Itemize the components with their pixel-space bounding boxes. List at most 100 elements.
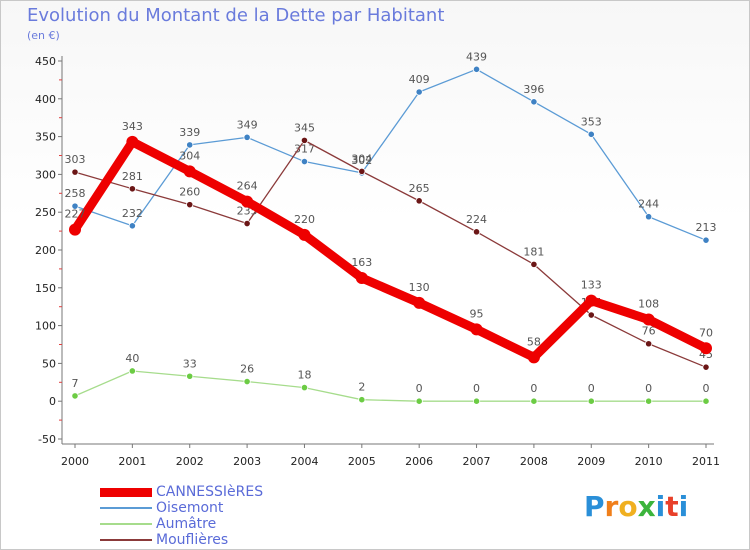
- data-label-aumtre: 0: [473, 382, 480, 395]
- data-point-mouflires: [702, 363, 710, 371]
- data-label-mouflires: 281: [122, 170, 143, 183]
- data-label-cannessires: 108: [638, 298, 659, 311]
- legend-label: Aumâtre: [156, 516, 217, 532]
- data-point-aumtre: [415, 397, 423, 405]
- data-label-oisemont: 353: [581, 115, 602, 128]
- data-point-cannessires: [183, 165, 196, 178]
- y-tick-label: 250: [35, 206, 56, 219]
- data-label-oisemont: 244: [638, 198, 659, 211]
- data-label-mouflires: 224: [466, 213, 487, 226]
- data-label-mouflires: 303: [65, 153, 86, 166]
- logo-letter: x: [637, 490, 656, 523]
- data-point-cannessires: [642, 313, 655, 326]
- data-point-aumtre: [300, 383, 309, 392]
- data-label-mouflires: 260: [179, 186, 200, 199]
- data-point-aumtre: [530, 397, 538, 405]
- x-tick-label: 2002: [176, 455, 204, 468]
- data-label-cannessires: 343: [122, 120, 143, 133]
- y-tick-label: 450: [35, 55, 56, 68]
- y-tick-label: 350: [35, 131, 56, 144]
- logo-letter: P: [584, 490, 605, 523]
- data-point-mouflires: [358, 167, 366, 175]
- series-line-oisemont: [74, 68, 707, 241]
- data-label-mouflires: 304: [351, 152, 372, 165]
- data-label-mouflires: 76: [642, 325, 656, 338]
- data-label-oisemont: 302: [351, 154, 372, 167]
- data-point-cannessires: [69, 223, 81, 236]
- data-point-aumtre: [702, 397, 710, 405]
- data-point-cannessires: [585, 294, 598, 307]
- legend-swatch: [100, 507, 152, 509]
- data-point-aumtre: [645, 397, 653, 405]
- data-label-cannessires: 264: [237, 180, 258, 193]
- data-point-cannessires: [126, 135, 139, 148]
- data-point-cannessires: [355, 271, 368, 284]
- data-point-mouflires: [415, 197, 423, 205]
- logo-letter: o: [618, 490, 638, 523]
- data-point-aumtre: [186, 372, 194, 380]
- data-point-aumtre: [587, 397, 595, 405]
- data-point-oisemont: [186, 141, 194, 149]
- y-tick-label: 400: [35, 93, 56, 106]
- data-label-cannessires: 163: [351, 256, 372, 269]
- y-tick-label: 50: [42, 357, 56, 370]
- y-tick-label: 150: [35, 282, 56, 295]
- y-tick-label: 100: [35, 320, 56, 333]
- data-label-oisemont: 409: [409, 73, 430, 86]
- data-point-mouflires: [71, 168, 79, 176]
- x-tick-label: 2007: [463, 455, 491, 468]
- data-label-cannessires: 133: [581, 279, 602, 292]
- data-point-oisemont: [71, 202, 79, 210]
- proxiti-logo: Proxiti: [584, 490, 688, 523]
- data-label-cannessires: 304: [179, 149, 200, 162]
- data-point-oisemont: [702, 236, 710, 244]
- data-label-aumtre: 0: [416, 382, 423, 395]
- data-label-aumtre: 40: [125, 352, 139, 365]
- data-label-mouflires: 265: [409, 182, 430, 195]
- y-tick-label: 300: [35, 168, 56, 181]
- data-label-mouflires: 345: [294, 121, 315, 134]
- y-tick-label: -50: [38, 433, 56, 446]
- data-label-aumtre: 2: [358, 381, 365, 394]
- data-point-mouflires: [186, 201, 194, 209]
- data-label-oisemont: 258: [65, 187, 86, 200]
- data-label-aumtre: 33: [183, 357, 197, 370]
- data-point-mouflires: [645, 340, 653, 348]
- data-label-cannessires: 70: [699, 326, 713, 339]
- data-point-oisemont: [472, 65, 481, 73]
- legend-label: Mouflières: [156, 532, 229, 548]
- x-tick-label: 2003: [233, 455, 261, 468]
- x-tick-label: 2005: [348, 455, 376, 468]
- logo-letter: r: [604, 490, 619, 523]
- x-tick-label: 2000: [61, 455, 89, 468]
- data-label-oisemont: 439: [466, 50, 487, 63]
- data-point-mouflires: [587, 311, 595, 319]
- series-line-aumtre: [74, 370, 707, 402]
- data-label-aumtre: 0: [645, 382, 652, 395]
- legend-swatch: [100, 539, 152, 541]
- data-point-cannessires: [241, 195, 254, 208]
- y-tick-label: 0: [49, 395, 56, 408]
- x-tick-label: 2010: [635, 455, 663, 468]
- data-point-aumtre: [128, 367, 136, 375]
- data-point-aumtre: [358, 396, 366, 404]
- data-point-aumtre: [472, 397, 481, 405]
- data-point-mouflires: [243, 219, 251, 228]
- data-label-oisemont: 339: [179, 126, 200, 139]
- data-point-oisemont: [530, 98, 538, 106]
- data-point-oisemont: [243, 133, 251, 141]
- data-label-aumtre: 0: [530, 382, 537, 395]
- data-label-oisemont: 396: [523, 83, 544, 96]
- series-line-cannessires: [70, 137, 711, 362]
- data-point-aumtre: [243, 377, 251, 386]
- data-point-cannessires: [413, 296, 426, 309]
- data-label-mouflires: 181: [523, 245, 544, 258]
- data-point-aumtre: [71, 392, 79, 400]
- logo-letter: t: [665, 490, 679, 523]
- data-point-cannessires: [298, 228, 311, 241]
- data-label-oisemont: 349: [237, 118, 258, 131]
- x-tick-label: 2011: [692, 455, 720, 468]
- logo-letter: i: [655, 490, 666, 523]
